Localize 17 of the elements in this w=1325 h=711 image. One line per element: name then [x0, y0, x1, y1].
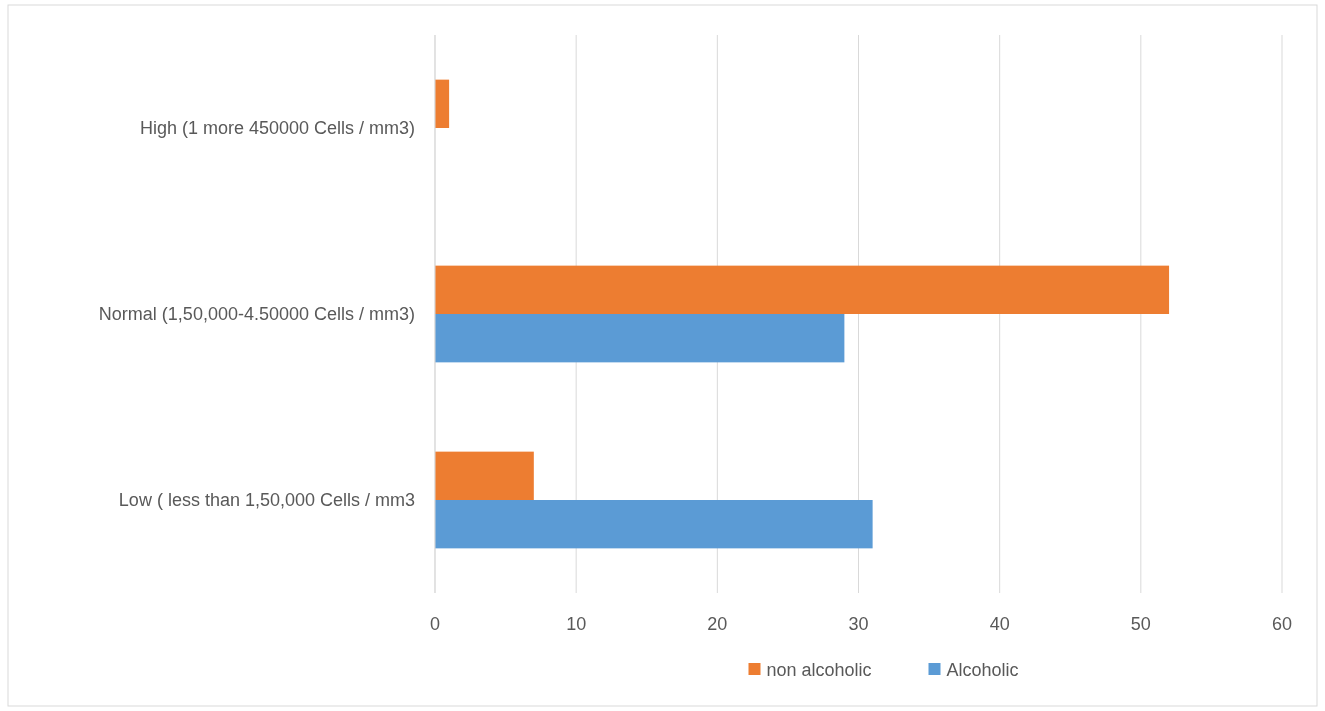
legend-label: non alcoholic: [766, 660, 872, 680]
x-tick-label: 20: [707, 614, 728, 634]
bar: [435, 314, 845, 363]
y-tick-label: Low ( less than 1,50,000 Cells / mm3: [118, 490, 415, 510]
bar: [435, 265, 1170, 314]
x-tick-label: 30: [848, 614, 869, 634]
bar: [435, 79, 450, 128]
y-tick-label: Normal (1,50,000-4.50000 Cells / mm3): [98, 304, 415, 324]
bar: [435, 500, 873, 549]
x-tick-label: 40: [989, 614, 1010, 634]
y-tick-label: High (1 more 450000 Cells / mm3): [139, 118, 415, 138]
x-tick-label: 0: [429, 614, 441, 634]
x-tick-label: 10: [566, 614, 587, 634]
x-tick-label: 50: [1130, 614, 1151, 634]
legend-label: Alcoholic: [946, 660, 1019, 680]
bar: [435, 451, 534, 500]
x-tick-label: 60: [1271, 614, 1293, 634]
